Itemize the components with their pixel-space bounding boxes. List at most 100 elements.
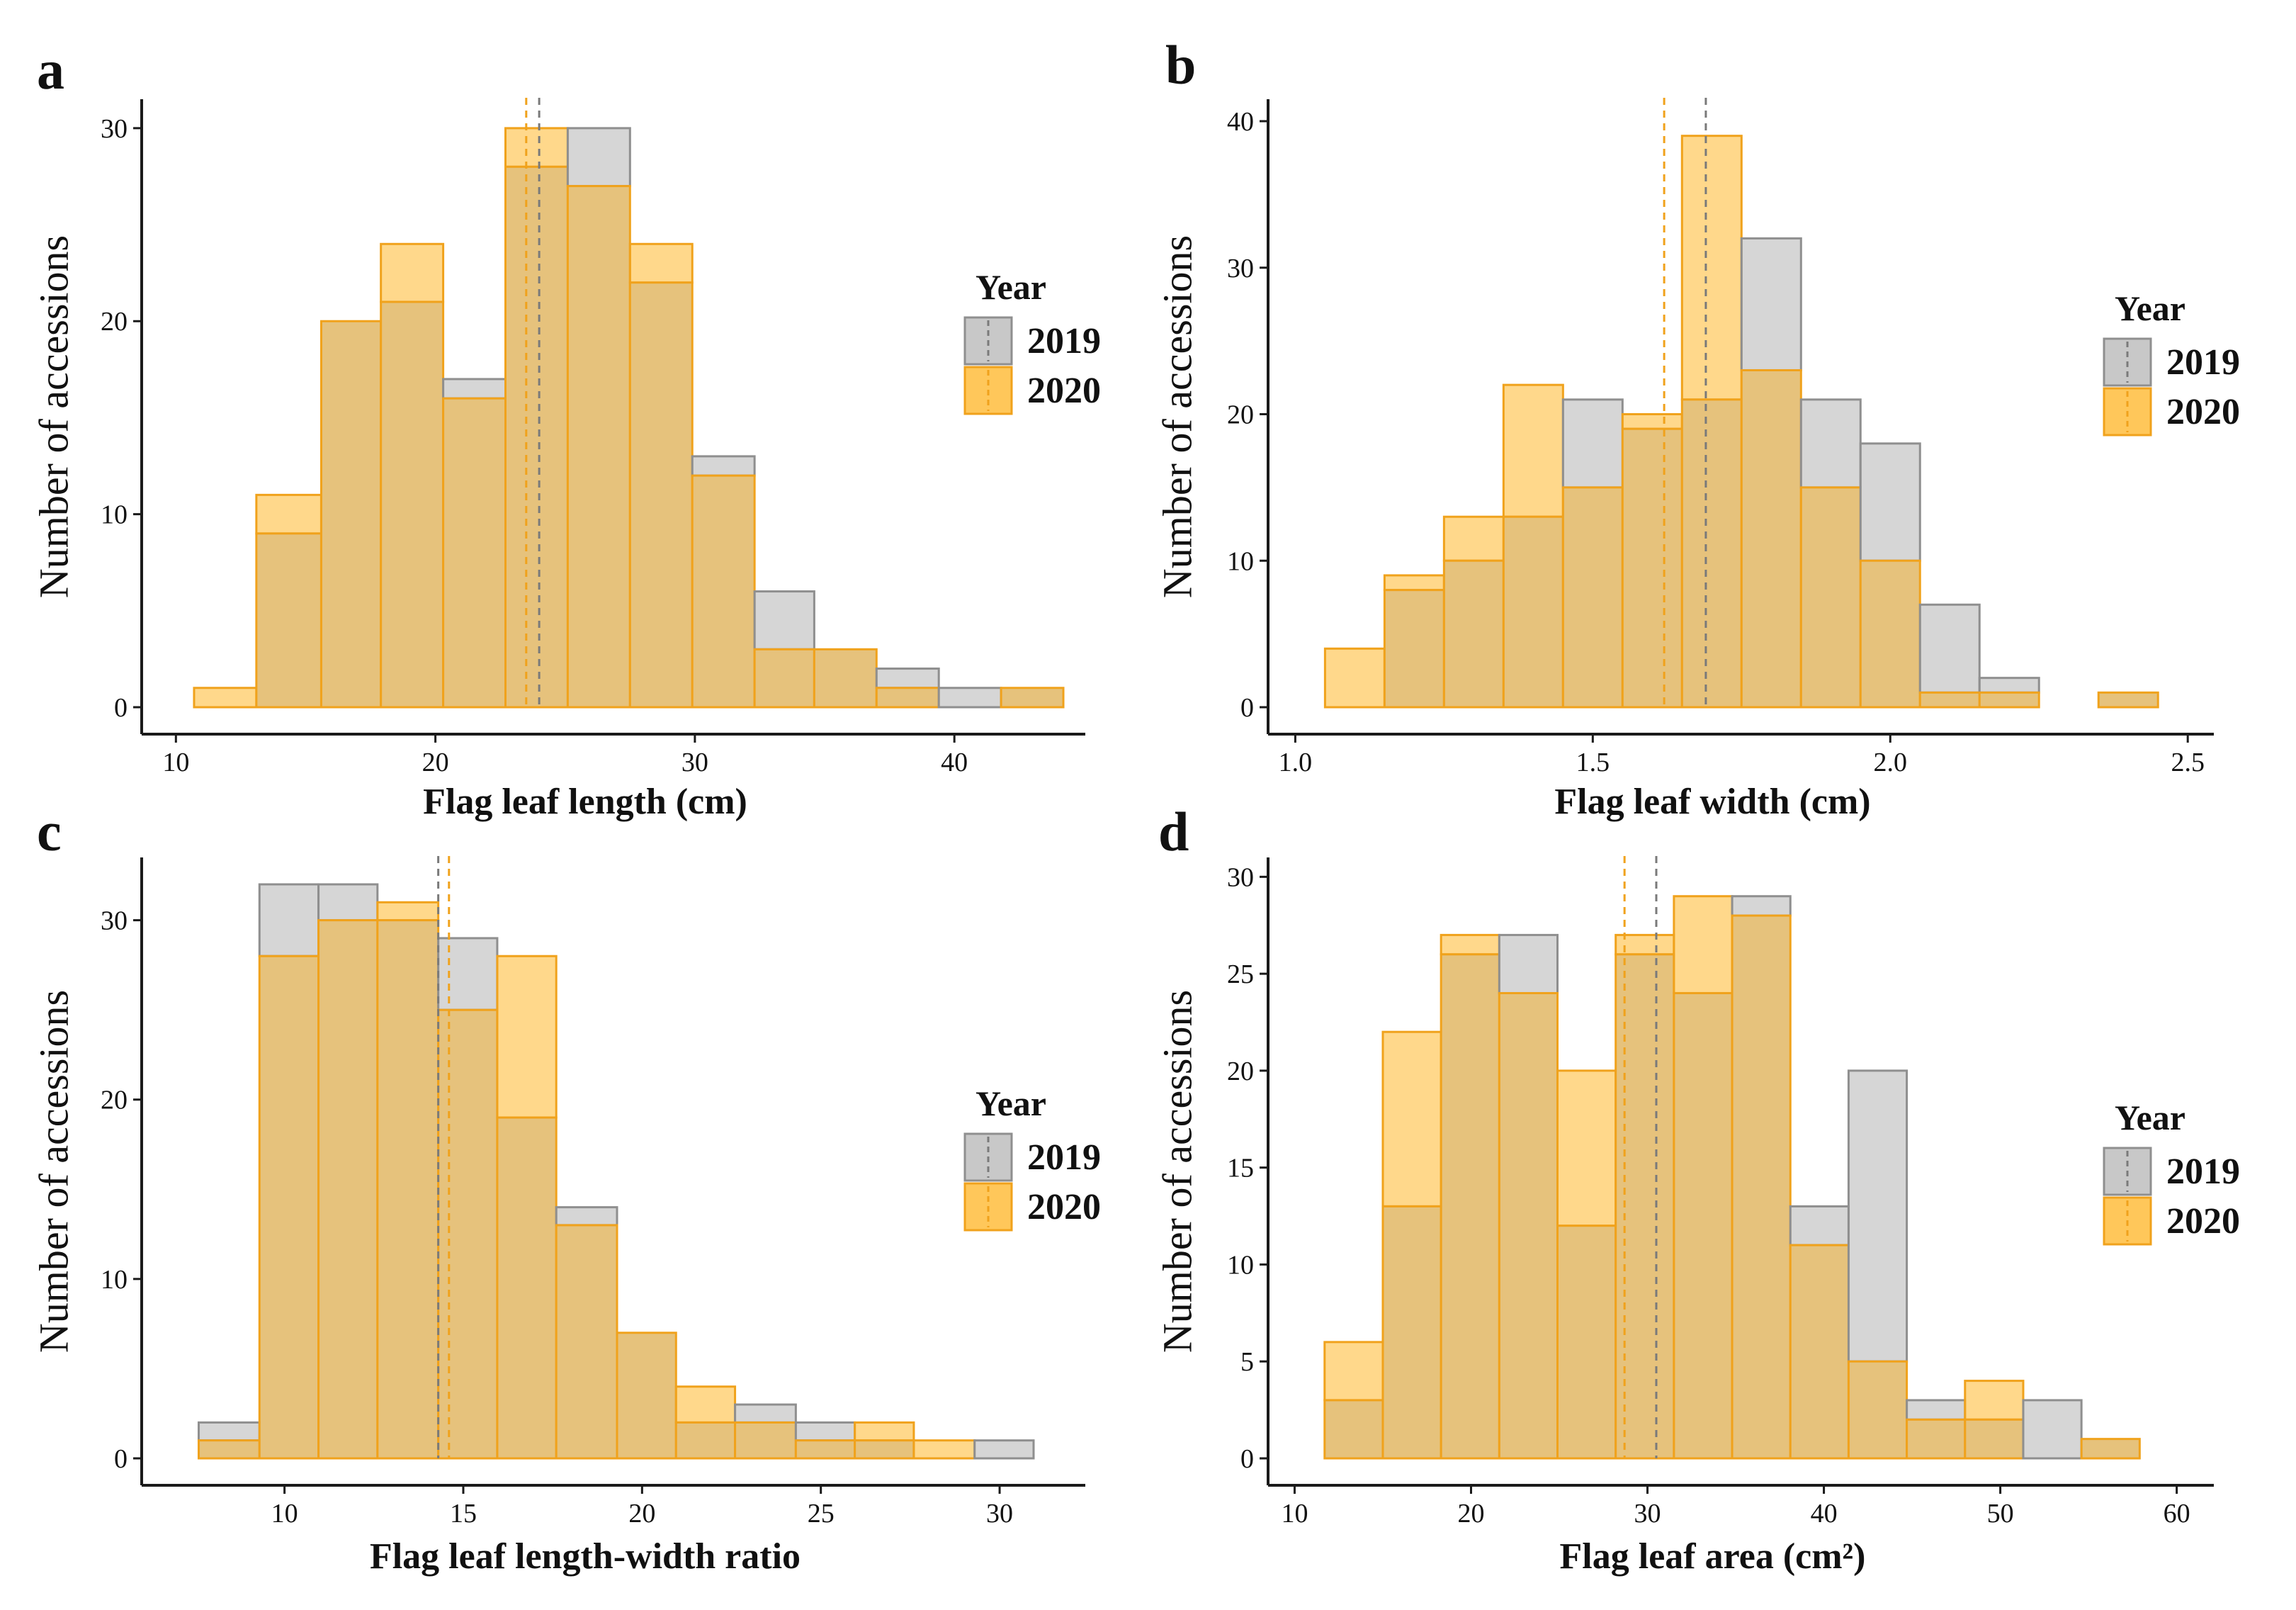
bar-overlap <box>442 397 507 709</box>
x-tick-label: 10 <box>1281 1499 1308 1529</box>
bar-2020 <box>1323 647 1386 709</box>
bar-overlap <box>555 1224 618 1460</box>
bar-2019 <box>1731 895 1792 917</box>
y-tick-label: 30 <box>101 114 128 144</box>
bar-2019 <box>1789 1205 1850 1246</box>
legend: Year 2019 2020 <box>2103 1098 2240 1246</box>
bar-overlap <box>197 1439 261 1460</box>
x-axis-label: Flag leaf length (cm) <box>423 782 747 822</box>
bar-overlap <box>1799 486 1862 709</box>
bar-2020 <box>854 1421 915 1442</box>
bar-overlap <box>1621 427 1683 709</box>
bar-2020 <box>1440 933 1500 956</box>
bar-overlap <box>813 648 878 709</box>
bar-overlap <box>1740 368 1802 709</box>
y-tick-label: 20 <box>1227 400 1254 430</box>
y-tick-label: 30 <box>101 906 128 936</box>
panel-b: b 0 10 20 30 40 1.0 1.5 2.0 2.5 Flag leaf width (c… <box>1154 34 2240 822</box>
x-tick-label: 30 <box>986 1499 1013 1529</box>
y-tick-label: 20 <box>1227 1057 1254 1086</box>
legend-label-2019: 2019 <box>1027 1137 1101 1178</box>
bar-overlap <box>255 532 322 709</box>
y-tick-label: 0 <box>114 693 128 723</box>
legend: Year 2019 2020 <box>963 267 1101 415</box>
y-tick-label: 20 <box>101 1086 128 1115</box>
bar-overlap <box>437 1008 499 1460</box>
x-tick-label: 50 <box>1987 1499 2014 1529</box>
panel-letter: d <box>1158 801 1189 862</box>
panel-letter: b <box>1165 34 1196 96</box>
bar-2020 <box>193 687 258 709</box>
bar-2020 <box>376 901 440 922</box>
legend-title: Year <box>2115 288 2185 328</box>
bar-overlap <box>1000 687 1065 709</box>
x-axis-label: Flag leaf width (cm) <box>1554 782 1870 822</box>
y-tick-label: 10 <box>101 500 128 530</box>
legend-label-2020: 2020 <box>2166 1201 2240 1242</box>
bar-overlap <box>875 687 940 709</box>
bar-overlap <box>1918 691 1981 709</box>
y-axis-label: Number of accessions <box>30 990 77 1353</box>
bar-2019 <box>2022 1399 2083 1460</box>
bar-overlap <box>616 1332 677 1460</box>
y-tick-label: 0 <box>114 1444 128 1474</box>
bar-2019 <box>437 937 499 1011</box>
bar-overlap <box>734 1421 797 1460</box>
y-tick-label: 0 <box>1240 1444 1254 1474</box>
legend-title: Year <box>975 1083 1046 1123</box>
bar-2020 <box>912 1439 976 1460</box>
legend-label-2019: 2019 <box>2166 342 2240 383</box>
bar-2020 <box>1964 1380 2025 1421</box>
bar-overlap <box>258 955 320 1460</box>
bar-2019 <box>691 455 756 477</box>
bar-2019 <box>973 1439 1035 1460</box>
y-tick-label: 40 <box>1227 107 1254 137</box>
bar-2019 <box>258 883 320 957</box>
bar-2020 <box>1502 383 1564 518</box>
legend-label-2020: 2020 <box>1027 371 1101 411</box>
bar-2020 <box>1621 413 1683 430</box>
x-tick-label: 1.5 <box>1576 748 1610 777</box>
bar-2020 <box>1381 1030 1442 1208</box>
bar-overlap <box>1440 953 1500 1460</box>
bar-2020 <box>1442 515 1505 562</box>
bar-overlap <box>504 165 569 709</box>
y-tick-label: 20 <box>101 307 128 337</box>
bar-overlap <box>1498 991 1559 1460</box>
bar-2019 <box>734 1403 797 1424</box>
bar-overlap <box>1383 589 1445 709</box>
x-tick-label: 10 <box>271 1499 298 1529</box>
y-tick-label: 30 <box>1227 862 1254 892</box>
bar-overlap <box>317 919 379 1460</box>
bar-2019 <box>1740 237 1802 371</box>
y-tick-label: 15 <box>1227 1154 1254 1183</box>
x-tick-label: 30 <box>682 748 708 777</box>
bar-2019 <box>1498 933 1559 994</box>
bar-2019 <box>1978 677 2040 694</box>
bar-overlap <box>2097 691 2159 709</box>
bar-2019 <box>753 590 815 651</box>
legend-label-2020: 2020 <box>2166 392 2240 432</box>
bar-2019 <box>197 1421 261 1442</box>
panel-letter: c <box>37 801 62 862</box>
legend-label-2019: 2019 <box>1027 321 1101 361</box>
y-tick-label: 5 <box>1240 1347 1254 1377</box>
bar-overlap <box>376 919 440 1460</box>
bar-2019 <box>317 883 379 922</box>
y-tick-label: 10 <box>101 1265 128 1295</box>
bar-2019 <box>875 668 940 689</box>
bar-overlap <box>854 1439 915 1460</box>
legend: Year 2019 2020 <box>2103 288 2240 437</box>
bar-overlap <box>380 300 445 709</box>
y-tick-label: 25 <box>1227 959 1254 989</box>
legend-label-2019: 2019 <box>2166 1152 2240 1192</box>
bar-overlap <box>1964 1418 2025 1460</box>
x-axis-label: Flag leaf length-width ratio <box>370 1536 801 1577</box>
bar-2019 <box>1799 398 1862 489</box>
bar-2020 <box>674 1385 737 1424</box>
bar-overlap <box>1789 1244 1850 1460</box>
bar-overlap <box>1502 515 1564 709</box>
y-axis-label: Number of accessions <box>1154 235 1200 598</box>
bar-2020 <box>1383 574 1445 592</box>
panel-d: d 0 5 10 15 20 25 30 10 20 30 40 50 60 Flag leaf area … <box>1154 801 2240 1577</box>
